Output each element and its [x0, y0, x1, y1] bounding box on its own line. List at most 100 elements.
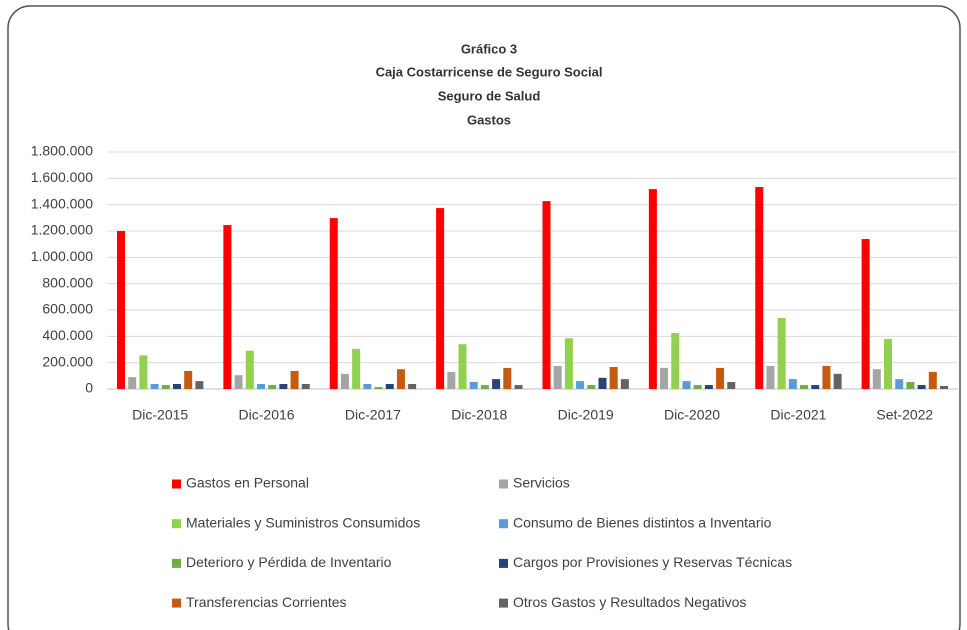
bar — [609, 367, 618, 389]
bar — [800, 385, 809, 389]
bar — [833, 373, 842, 389]
bar — [279, 383, 288, 389]
x-tick-label: Dic-2015 — [132, 407, 188, 423]
bar — [408, 383, 417, 389]
legend-label: Consumo de Bienes distintos a Inventario — [513, 514, 772, 530]
bar — [150, 383, 159, 389]
bar — [682, 381, 691, 389]
legend-label: Servicios — [513, 475, 570, 491]
bar — [553, 365, 562, 389]
bar — [492, 379, 501, 389]
y-tick-label: 1.600.000 — [31, 169, 93, 185]
y-tick-label: 1.800.000 — [31, 143, 93, 159]
chart-subtitle: Seguro de Salud — [438, 88, 541, 103]
bar — [503, 367, 512, 389]
bar — [671, 333, 680, 389]
bar — [648, 189, 657, 389]
bar — [480, 385, 489, 389]
bar — [396, 369, 405, 389]
y-tick-label: 800.000 — [42, 274, 93, 290]
x-tick-label: Dic-2017 — [345, 407, 401, 423]
bar — [587, 385, 596, 389]
y-tick-label: 0 — [85, 380, 93, 396]
legend-label: Gastos en Personal — [186, 475, 309, 491]
legend-swatch — [499, 519, 508, 529]
bar — [822, 365, 831, 389]
bar — [514, 385, 523, 389]
bar — [436, 208, 445, 389]
bar — [268, 385, 277, 389]
bar — [223, 225, 232, 389]
bar — [139, 355, 148, 389]
y-tick-label: 200.000 — [42, 353, 93, 369]
bar — [542, 201, 551, 389]
chart-subtitle: Gastos — [467, 112, 511, 127]
bar — [234, 375, 243, 389]
x-tick-label: Dic-2021 — [770, 407, 826, 423]
legend-label: Cargos por Provisiones y Reservas Técnic… — [513, 554, 792, 570]
x-tick-label: Dic-2019 — [558, 407, 614, 423]
chart-subtitle: Caja Costarricense de Seguro Social — [376, 64, 603, 79]
bar — [620, 379, 629, 389]
bar — [447, 371, 456, 389]
bar — [385, 383, 394, 389]
bar — [716, 367, 725, 389]
bar — [917, 385, 926, 389]
bar — [161, 385, 170, 389]
legend-label: Transferencias Corrientes — [186, 594, 347, 610]
bar — [256, 383, 265, 389]
legend-swatch — [172, 558, 181, 568]
bar — [245, 350, 254, 389]
bar — [598, 377, 607, 389]
bar — [906, 382, 915, 389]
bar — [766, 365, 775, 389]
bar — [128, 377, 137, 389]
bar — [895, 379, 904, 389]
bar — [184, 370, 193, 389]
bar — [458, 344, 467, 389]
x-tick-label: Dic-2018 — [451, 407, 507, 423]
bar — [940, 385, 949, 389]
bar — [329, 218, 338, 389]
bar — [777, 317, 786, 389]
y-tick-label: 1.200.000 — [31, 222, 93, 238]
bar — [788, 379, 797, 389]
x-tick-label: Set-2022 — [876, 407, 933, 423]
legend-swatch — [499, 479, 508, 489]
bar — [564, 338, 573, 389]
bar — [872, 369, 881, 389]
bar — [693, 385, 702, 389]
bar — [660, 367, 669, 389]
x-tick-label: Dic-2020 — [664, 407, 720, 423]
bar — [352, 348, 361, 389]
bar — [116, 231, 125, 389]
x-tick-label: Dic-2016 — [239, 407, 295, 423]
legend-swatch — [172, 519, 181, 529]
bar — [301, 383, 310, 389]
bar — [576, 381, 585, 389]
y-tick-label: 1.000.000 — [31, 248, 93, 264]
bar — [755, 187, 764, 389]
legend-swatch — [499, 558, 508, 568]
bar — [374, 387, 383, 389]
bar — [861, 239, 870, 389]
bar — [704, 385, 713, 389]
bar — [727, 382, 736, 389]
legend-swatch — [172, 479, 181, 489]
bar — [469, 382, 478, 389]
bar — [172, 383, 181, 389]
chart-title: Gráfico 3 — [461, 41, 517, 56]
bar — [340, 373, 349, 389]
y-tick-label: 1.400.000 — [31, 195, 93, 211]
legend-swatch — [499, 598, 508, 608]
card-border — [7, 5, 961, 630]
bar — [363, 383, 372, 389]
y-tick-label: 400.000 — [42, 327, 93, 343]
bar — [884, 338, 893, 389]
bar — [928, 371, 937, 389]
legend-label: Otros Gastos y Resultados Negativos — [513, 594, 746, 610]
y-tick-label: 600.000 — [42, 301, 93, 317]
legend-swatch — [172, 598, 181, 608]
